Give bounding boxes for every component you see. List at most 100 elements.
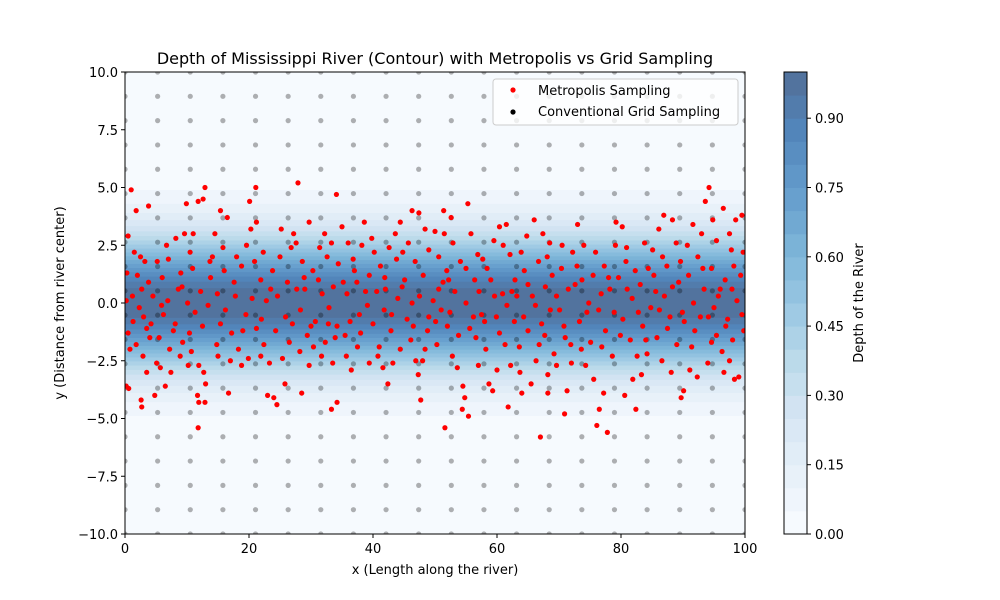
- metropolis-point: [247, 198, 253, 204]
- grid-point: [416, 118, 422, 124]
- metropolis-point: [562, 335, 568, 341]
- y-tick-label: 10.0: [89, 66, 118, 81]
- metropolis-point: [499, 291, 506, 297]
- metropolis-point: [512, 277, 518, 283]
- grid-point: [579, 263, 585, 270]
- grid-point: [448, 142, 454, 148]
- grid-point: [155, 482, 161, 488]
- grid-point: [187, 531, 193, 534]
- metropolis-point: [203, 381, 209, 387]
- metropolis-point: [301, 274, 307, 281]
- metropolis-point: [163, 242, 170, 248]
- grid-point: [155, 458, 161, 464]
- grid-point: [125, 409, 128, 416]
- grid-point: [125, 458, 128, 464]
- metropolis-point: [545, 372, 551, 378]
- metropolis-point: [248, 226, 254, 232]
- grid-point: [318, 142, 324, 148]
- grid-point: [285, 434, 291, 440]
- metropolis-point: [220, 244, 226, 251]
- metropolis-point: [382, 286, 388, 292]
- metropolis-point: [322, 231, 328, 237]
- grid-point: [125, 118, 128, 124]
- metropolis-point: [243, 242, 250, 248]
- grid-point: [187, 434, 193, 440]
- grid-point: [187, 190, 193, 197]
- metropolis-point: [444, 323, 450, 329]
- grid-point: [448, 118, 454, 124]
- grid-point: [155, 507, 161, 513]
- grid-point: [742, 434, 745, 440]
- grid-point: [220, 482, 226, 488]
- grid-point: [187, 142, 193, 148]
- metropolis-point: [561, 411, 568, 417]
- metropolis-point: [381, 307, 387, 313]
- metropolis-point: [302, 286, 308, 292]
- grid-point: [350, 458, 357, 464]
- chart-title: Depth of Mississippi River (Contour) wit…: [157, 49, 713, 68]
- metropolis-point: [542, 332, 548, 338]
- metropolis-point: [547, 240, 553, 246]
- metropolis-point: [725, 316, 731, 322]
- metropolis-point: [147, 335, 153, 341]
- grid-point: [350, 336, 357, 343]
- grid-point: [742, 239, 745, 245]
- grid-point: [709, 288, 715, 294]
- grid-point: [252, 361, 259, 367]
- metropolis-point: [701, 286, 707, 292]
- grid-point: [187, 93, 193, 99]
- grid-point: [318, 263, 324, 270]
- metropolis-point: [253, 219, 260, 225]
- metropolis-point: [561, 323, 567, 329]
- metropolis-point: [669, 217, 676, 223]
- grid-point: [611, 190, 618, 197]
- grid-point: [546, 142, 552, 148]
- metropolis-point: [328, 406, 335, 412]
- metropolis-point: [404, 316, 410, 322]
- metropolis-point: [344, 291, 350, 297]
- metropolis-point: [126, 385, 132, 392]
- grid-point: [742, 142, 745, 148]
- metropolis-point: [165, 256, 171, 262]
- grid-point: [513, 312, 520, 318]
- metropolis-point: [619, 224, 625, 230]
- metropolis-point: [125, 330, 131, 336]
- grid-point: [546, 72, 552, 75]
- grid-point: [742, 72, 745, 75]
- grid-point: [742, 336, 745, 343]
- grid-point: [513, 531, 520, 534]
- grid-point: [125, 190, 128, 197]
- grid-point: [677, 434, 683, 440]
- metropolis-point: [416, 293, 423, 299]
- metropolis-point: [465, 413, 472, 419]
- colorbar-band: [784, 303, 807, 327]
- grid-point: [481, 239, 487, 245]
- grid-point: [513, 142, 520, 148]
- grid-point: [709, 312, 715, 318]
- colorbar-band: [784, 372, 807, 396]
- metropolis-point: [525, 281, 531, 288]
- grid-point: [285, 118, 291, 124]
- grid-point: [155, 288, 161, 294]
- metropolis-point: [604, 429, 610, 435]
- metropolis-point: [504, 302, 510, 308]
- metropolis-point: [335, 261, 341, 267]
- metropolis-point: [215, 353, 221, 359]
- grid-point: [350, 507, 357, 513]
- metropolis-point: [482, 318, 488, 325]
- grid-point: [187, 312, 193, 318]
- grid-point: [513, 239, 520, 245]
- grid-point: [579, 458, 585, 464]
- metropolis-point: [486, 381, 492, 387]
- grid-point: [481, 93, 487, 99]
- metropolis-point: [483, 346, 489, 352]
- grid-point: [350, 190, 357, 197]
- grid-point: [579, 507, 585, 513]
- metropolis-point: [133, 208, 139, 214]
- metropolis-point: [717, 286, 723, 292]
- metropolis-point: [615, 274, 622, 281]
- metropolis-point: [687, 367, 693, 373]
- metropolis-point: [265, 392, 271, 398]
- metropolis-point: [416, 210, 422, 216]
